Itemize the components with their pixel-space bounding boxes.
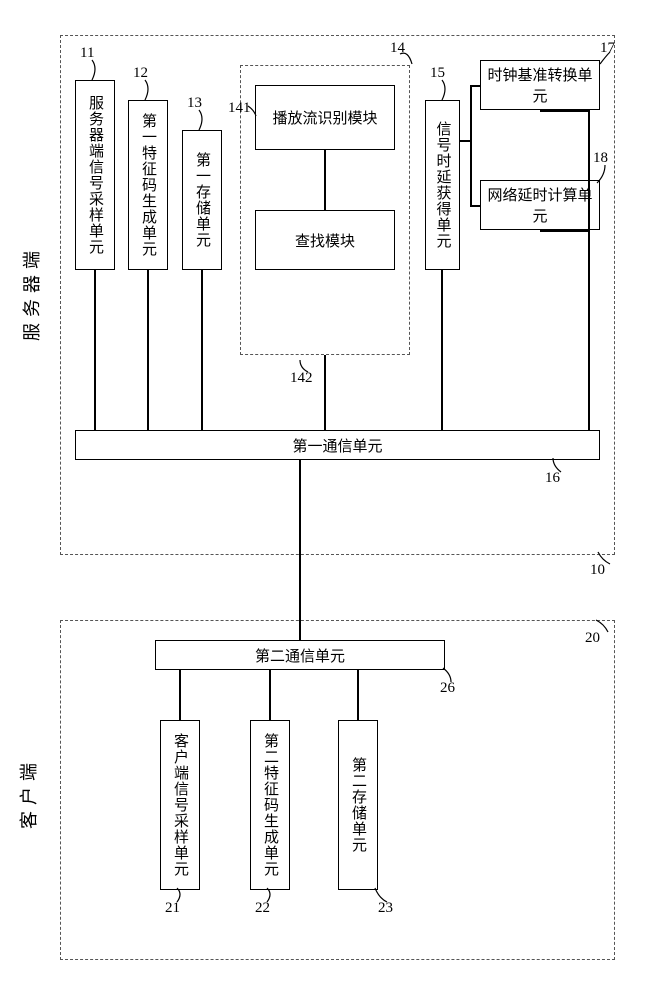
lead-20 [596, 620, 612, 636]
box-23-text: 第二存储单元 [349, 757, 367, 853]
lead-22 [263, 888, 275, 904]
box-141: 播放流识别模块 [255, 85, 395, 150]
conn-141-142 [324, 150, 326, 210]
box-26: 第二通信单元 [155, 640, 445, 670]
conn-26-21 [179, 670, 181, 720]
lead-11 [88, 60, 100, 82]
conn-bus-17 [470, 85, 480, 87]
conn-16-26 [299, 460, 301, 640]
box-11-text: 服务器端信号采样单元 [86, 95, 104, 255]
conn-14-16 [324, 355, 326, 430]
client-region-label: 客户端 [15, 757, 41, 829]
lead-17 [598, 52, 612, 66]
box-11: 服务器端信号采样单元 [75, 80, 115, 270]
conn-18-out [540, 230, 590, 232]
conn-13-16 [201, 270, 203, 430]
lead-12 [141, 80, 153, 102]
conn-15-16 [441, 270, 443, 430]
box-142-text: 查找模块 [295, 230, 355, 251]
conn-bus-vert [470, 85, 472, 205]
conn-12-16 [147, 270, 149, 430]
box-26-text: 第二通信单元 [255, 645, 345, 666]
lead-13 [195, 110, 207, 132]
lead-21 [173, 888, 185, 904]
lead-18 [597, 165, 611, 183]
box-16-text: 第一通信单元 [292, 435, 382, 456]
box-141-text: 播放流识别模块 [272, 107, 377, 128]
box-142: 查找模块 [255, 210, 395, 270]
box-18-text: 网络延时计算单元 [481, 184, 599, 226]
box-21-text: 客户端信号采样单元 [171, 733, 189, 877]
server-region-label: 服务器端 [18, 245, 44, 341]
box-16: 第一通信单元 [75, 430, 600, 460]
box-21: 客户端信号采样单元 [160, 720, 200, 890]
box-13-text: 第一存储单元 [193, 152, 211, 248]
lead-16 [553, 458, 567, 474]
lead-142 [300, 360, 314, 374]
box-22-text: 第二特征码生成单元 [261, 733, 279, 877]
box-17-text: 时钟基准转换单元 [481, 64, 599, 106]
lead-15 [438, 80, 450, 102]
conn-bus-18 [470, 205, 480, 207]
conn-26-22 [269, 670, 271, 720]
conn-17-out [540, 110, 590, 112]
conn-26-23 [357, 670, 359, 720]
lead-141 [248, 100, 258, 118]
conn-1718-vert [588, 110, 590, 430]
box-15-text: 信号时延获得单元 [434, 121, 452, 249]
lead-14 [400, 52, 416, 68]
box-12-text: 第一特征码生成单元 [139, 113, 157, 257]
box-17: 时钟基准转换单元 [480, 60, 600, 110]
box-13: 第一存储单元 [182, 130, 222, 270]
box-12: 第一特征码生成单元 [128, 100, 168, 270]
box-22: 第二特征码生成单元 [250, 720, 290, 890]
lead-26 [443, 668, 457, 684]
lead-23 [375, 888, 389, 904]
box-18: 网络延时计算单元 [480, 180, 600, 230]
conn-11-16 [94, 270, 96, 430]
box-15: 信号时延获得单元 [425, 100, 460, 270]
box-23: 第二存储单元 [338, 720, 378, 890]
lead-10 [598, 552, 614, 568]
